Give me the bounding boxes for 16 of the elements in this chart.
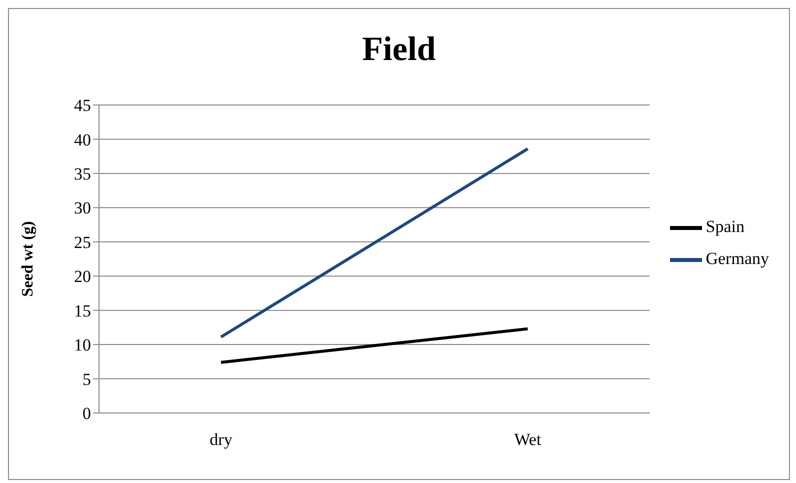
chart-title: Field (361, 31, 437, 69)
y-tick-label: 30 (74, 198, 91, 218)
y-tick-label: 5 (82, 370, 91, 389)
y-tick-label: 0 (82, 404, 91, 424)
legend-label: Spain (706, 216, 744, 236)
legend-label: Germany (706, 248, 769, 268)
y-tick-label: 40 (74, 130, 91, 150)
y-axis-title: Seed wt (g) (20, 221, 37, 297)
y-tick-label: 15 (74, 301, 91, 320)
y-tick-label: 25 (74, 232, 91, 252)
y-tick-label: 35 (74, 164, 91, 184)
y-tick-label: 10 (74, 336, 91, 355)
y-tick-label: 20 (74, 267, 91, 286)
y-tick-label: 45 (74, 96, 91, 116)
x-tick-label: dry (210, 430, 233, 450)
x-tick-label: Wet (514, 430, 542, 450)
